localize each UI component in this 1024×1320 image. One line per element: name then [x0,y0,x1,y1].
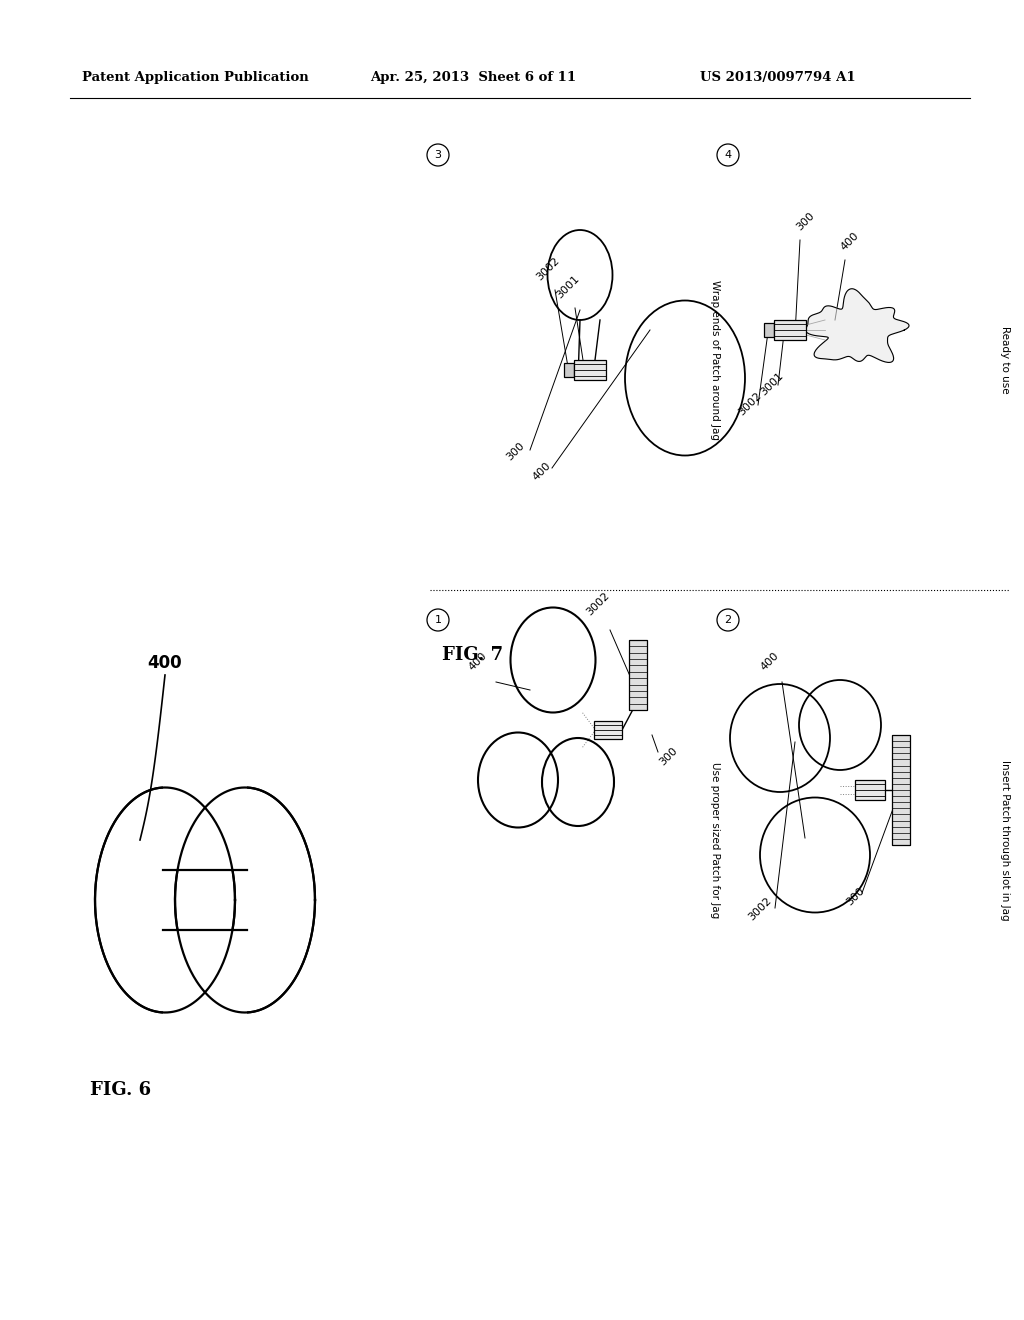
Text: 300: 300 [657,744,679,767]
Text: 3002: 3002 [535,255,561,282]
Text: 400: 400 [531,459,553,482]
Bar [764,323,774,337]
Bar [594,721,622,739]
Text: 4: 4 [724,150,731,160]
Text: 400: 400 [839,230,861,252]
Text: 3002: 3002 [736,389,764,417]
Text: 3002: 3002 [746,895,773,921]
Text: Use proper sized Patch for Jag: Use proper sized Patch for Jag [710,762,720,919]
Text: FIG. 6: FIG. 6 [90,1081,152,1100]
Bar [574,360,606,380]
Bar [855,780,885,800]
Text: 400: 400 [147,653,182,672]
Bar [892,735,910,845]
Text: 3002: 3002 [585,590,611,616]
Text: FIG. 7: FIG. 7 [442,645,503,664]
Bar [163,783,247,870]
Text: US 2013/0097794 A1: US 2013/0097794 A1 [700,71,856,84]
Text: 400: 400 [467,649,489,672]
Text: Patent Application Publication: Patent Application Publication [82,71,309,84]
Text: Ready to use: Ready to use [1000,326,1010,393]
Bar [163,931,247,1018]
Text: 3: 3 [434,150,441,160]
Text: 300: 300 [794,210,816,232]
Bar [774,319,806,341]
Text: 3001: 3001 [555,273,582,300]
Polygon shape [806,289,909,363]
Text: 300: 300 [844,886,866,907]
Text: 300: 300 [504,440,526,462]
Text: Apr. 25, 2013  Sheet 6 of 11: Apr. 25, 2013 Sheet 6 of 11 [370,71,577,84]
Bar [564,363,574,378]
Text: Insert Patch through slot in Jag: Insert Patch through slot in Jag [1000,760,1010,920]
Text: 3001: 3001 [759,370,785,397]
Text: Wrap ends of Patch around Jag: Wrap ends of Patch around Jag [710,280,720,440]
Text: 400: 400 [759,649,781,672]
Bar [629,640,647,710]
Text: 2: 2 [724,615,731,624]
Text: 1: 1 [434,615,441,624]
